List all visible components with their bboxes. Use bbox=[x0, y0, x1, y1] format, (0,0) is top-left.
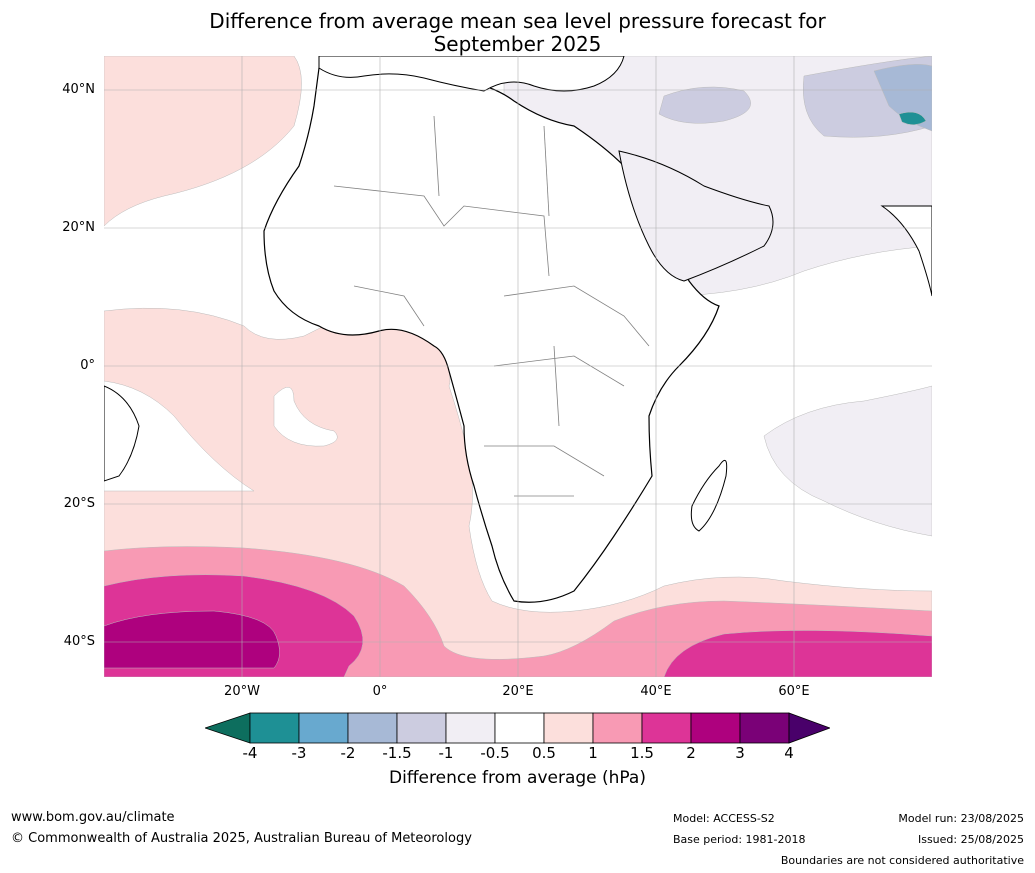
anomaly-white-hole-west bbox=[104, 380, 255, 492]
anomaly-white-hole-atlantic bbox=[273, 387, 338, 447]
arabian-peninsula bbox=[618, 150, 774, 282]
lat-label-40n: 40°N bbox=[62, 82, 95, 97]
title-line-1: Difference from average mean sea level p… bbox=[209, 9, 826, 33]
graticule bbox=[104, 56, 932, 677]
footer-copyright: © Commonwealth of Australia 2025, Austra… bbox=[11, 831, 472, 846]
colorbar-cell bbox=[298, 712, 349, 744]
colorbar-tick-label: -1 bbox=[438, 744, 454, 762]
colorbar-cell bbox=[690, 712, 741, 744]
map-svg bbox=[104, 56, 932, 677]
lat-label-20n: 20°N bbox=[62, 220, 95, 235]
footer-website[interactable]: www.bom.gov.au/climate bbox=[11, 810, 175, 825]
colorbar-tick-label: -0.5 bbox=[480, 744, 510, 762]
footer-disclaimer: Boundaries are not considered authoritat… bbox=[780, 854, 1024, 867]
chart-title: Difference from average mean sea level p… bbox=[0, 10, 1035, 56]
anomaly-lavender-indian-ocean bbox=[763, 385, 932, 537]
lon-label-40e: 40°E bbox=[640, 684, 672, 699]
madagascar bbox=[690, 459, 728, 532]
colorbar-cell bbox=[249, 712, 300, 744]
colorbar-tick-label: -2 bbox=[340, 744, 356, 762]
colorbar-tick-label: 0.5 bbox=[532, 744, 556, 762]
title-line-2: September 2025 bbox=[433, 32, 602, 56]
colorbar-cell bbox=[641, 712, 692, 744]
footer-base-period: Base period: 1981-2018 bbox=[673, 833, 806, 846]
colorbar-cell bbox=[445, 712, 496, 744]
lat-label-40s: 40°S bbox=[63, 634, 95, 649]
colorbar-tick-label: 4 bbox=[784, 744, 794, 762]
lat-label-0: 0° bbox=[80, 358, 95, 373]
lon-label-0: 0° bbox=[372, 684, 388, 699]
europe-coast bbox=[318, 56, 625, 92]
footer-model-run: Model run: 23/08/2025 bbox=[898, 812, 1024, 825]
lat-label-20s: 20°S bbox=[63, 496, 95, 511]
south-america-coast bbox=[104, 385, 140, 482]
colorbar-tick-label: 2 bbox=[686, 744, 696, 762]
africa-landmass bbox=[263, 63, 720, 603]
colorbar-tick-label: 3 bbox=[735, 744, 745, 762]
lon-label-60e: 60°E bbox=[778, 684, 810, 699]
colorbar-cell bbox=[592, 712, 643, 744]
india-coast bbox=[880, 205, 932, 297]
footer-issued: Issued: 25/08/2025 bbox=[917, 833, 1024, 846]
colorbar-cell bbox=[543, 712, 594, 744]
colorbar-extend-high bbox=[788, 712, 830, 744]
colorbar-tick-label: 1 bbox=[588, 744, 598, 762]
footer-model: Model: ACCESS-S2 bbox=[673, 812, 775, 825]
country-borders bbox=[333, 115, 650, 497]
anomaly-teal-core bbox=[898, 111, 927, 125]
anomaly-pink-north-atlantic bbox=[104, 56, 302, 227]
colorbar-tick-label: -3 bbox=[291, 744, 307, 762]
colorbar-tick-label: -1.5 bbox=[382, 744, 412, 762]
lon-label-20e: 20°E bbox=[502, 684, 534, 699]
colorbar-extend-low bbox=[205, 712, 251, 744]
map-panel[interactable] bbox=[104, 56, 932, 677]
colorbar-tick-label: 1.5 bbox=[630, 744, 654, 762]
colorbar-cell bbox=[347, 712, 398, 744]
anomaly-light-blue-1 bbox=[658, 86, 751, 124]
colorbar-cell bbox=[396, 712, 447, 744]
anomaly-deep-magenta bbox=[104, 610, 280, 669]
colorbar-cell bbox=[739, 712, 790, 744]
colorbar-cell bbox=[494, 712, 545, 744]
colorbar bbox=[205, 712, 830, 744]
lon-label-20w: 20°W bbox=[224, 684, 260, 699]
colorbar-label: Difference from average (hPa) bbox=[389, 768, 646, 788]
colorbar-tick-label: -4 bbox=[242, 744, 258, 762]
